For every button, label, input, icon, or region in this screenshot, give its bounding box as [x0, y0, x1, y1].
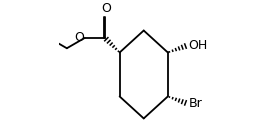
Text: O: O: [74, 31, 84, 44]
Text: O: O: [101, 2, 111, 15]
Text: Br: Br: [188, 97, 202, 110]
Text: OH: OH: [188, 39, 208, 52]
